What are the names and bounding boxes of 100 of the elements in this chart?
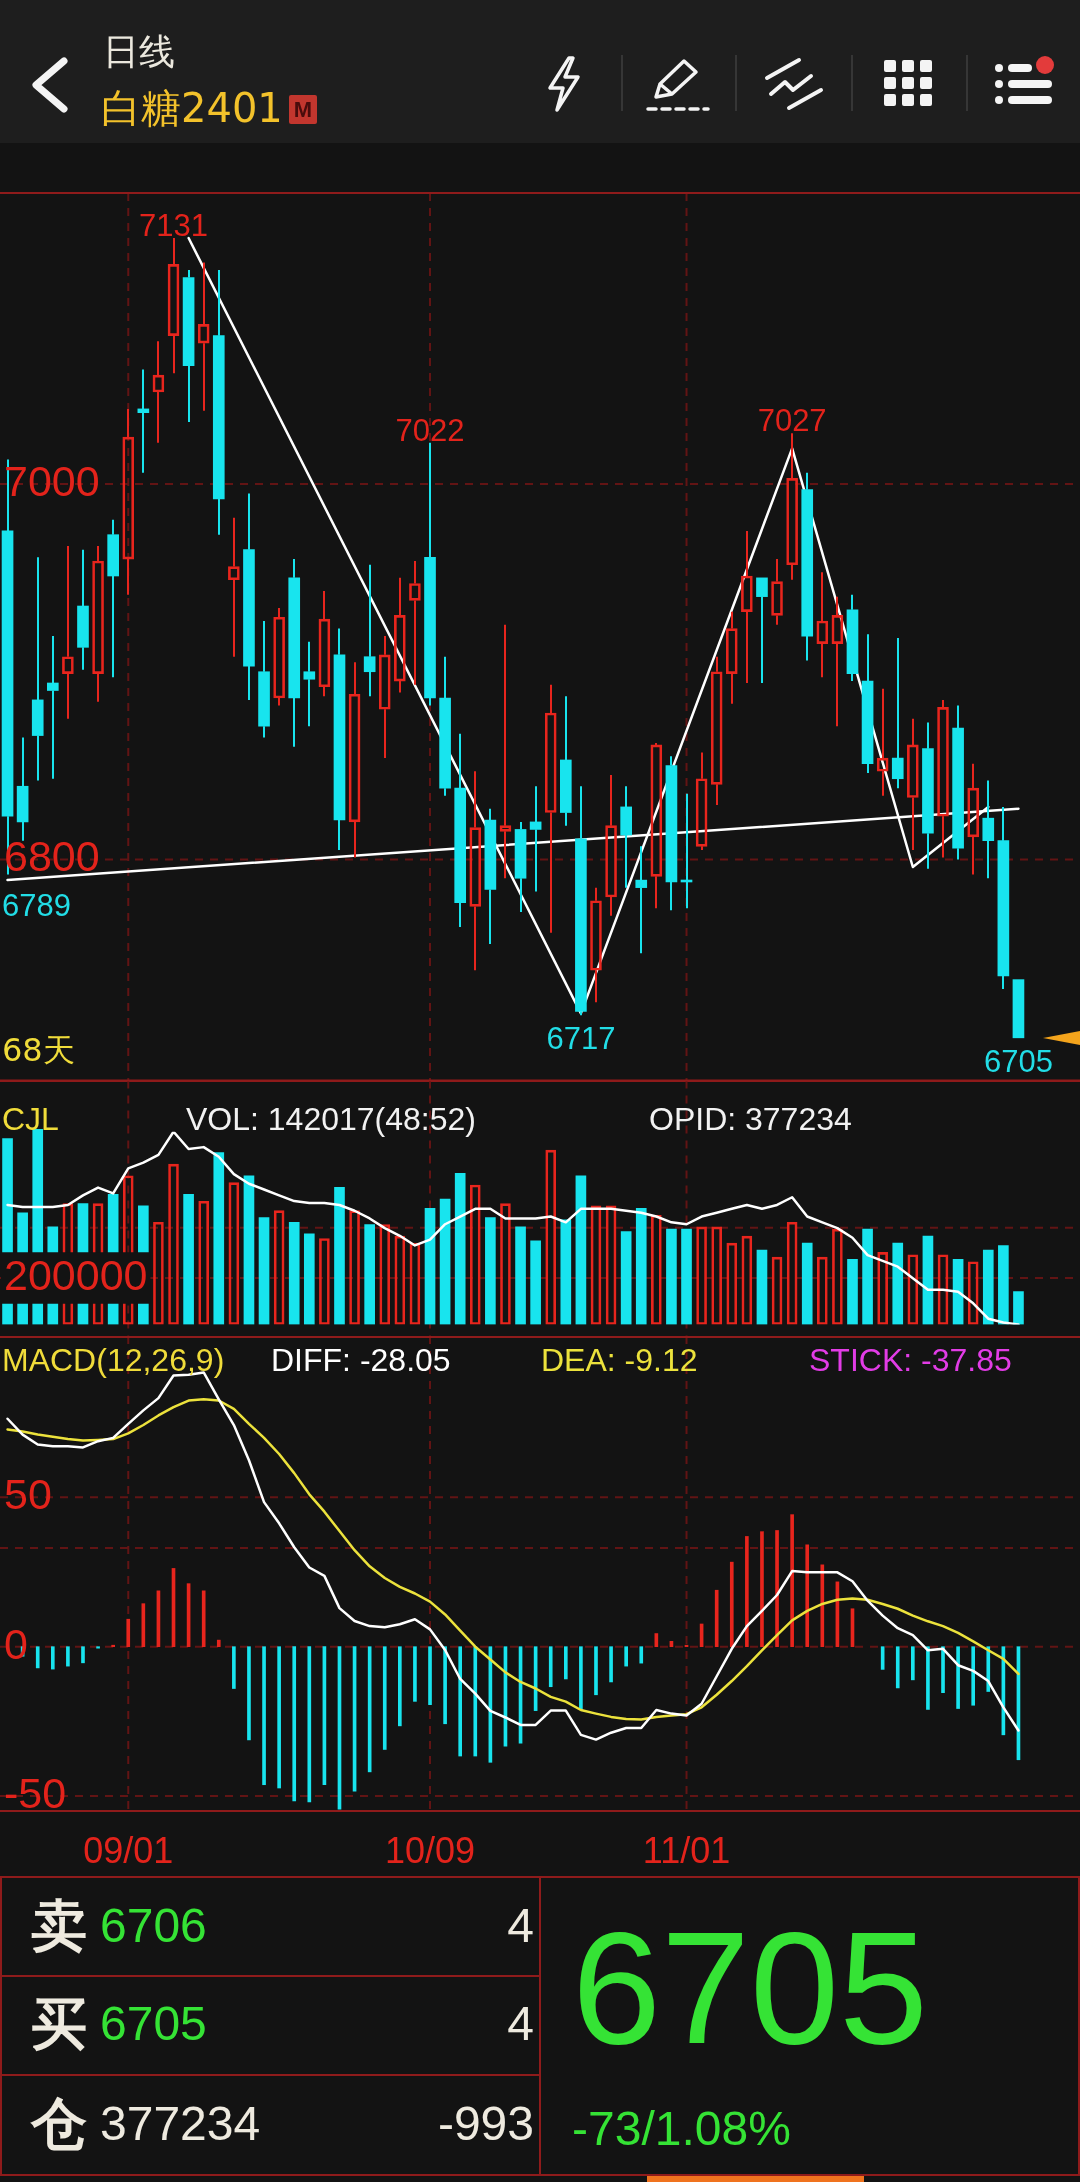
annotation: 68天	[2, 1031, 75, 1070]
bar	[801, 1242, 813, 1325]
text: DEA: -9.12	[541, 1341, 698, 1378]
candlestick	[243, 492, 255, 701]
annotation: 6705	[983, 1043, 1053, 1079]
bar	[620, 1231, 632, 1325]
bar	[862, 1228, 873, 1325]
text: 6705	[100, 1997, 207, 2050]
bar	[729, 1561, 734, 1648]
bar	[183, 1193, 194, 1325]
text: 仓	[31, 2091, 87, 2156]
candlestick	[665, 755, 678, 912]
bar	[998, 1245, 1009, 1325]
candlestick	[756, 577, 768, 684]
bar	[443, 1646, 447, 1725]
bar	[126, 1618, 131, 1648]
candlestick	[303, 640, 316, 728]
candlestick	[997, 805, 1010, 991]
bar	[201, 1590, 206, 1648]
bar	[262, 1646, 266, 1786]
bar	[50, 1646, 55, 1670]
y-tick-label: 200000	[4, 1250, 148, 1299]
bar	[515, 1226, 526, 1325]
candlestick	[424, 441, 436, 707]
bar	[35, 1646, 40, 1669]
bar	[548, 1646, 553, 1688]
bar	[364, 1224, 375, 1325]
bar	[334, 1187, 345, 1325]
text: 6706	[100, 1899, 207, 1952]
bar	[666, 1228, 677, 1325]
bar	[485, 1217, 496, 1325]
annotation: 7131	[139, 208, 208, 244]
candlestick	[922, 721, 934, 870]
bar	[609, 1646, 613, 1683]
text: -73/1.08%	[572, 2102, 791, 2155]
annotation: 7027	[757, 403, 827, 439]
bar	[428, 1646, 432, 1705]
bar	[96, 1646, 100, 1649]
candlestick	[333, 627, 346, 852]
candlestick	[861, 633, 874, 775]
candlestick	[891, 636, 904, 790]
bar	[941, 1646, 945, 1694]
bar	[760, 1531, 764, 1648]
annotation: VOL: 142017(48:52)	[186, 1100, 476, 1137]
chart-title: MACD(12,26,9)	[2, 1341, 225, 1378]
chart-subtitle: 日线	[103, 31, 175, 72]
bar	[243, 1175, 255, 1325]
x-tick-label: 11/01	[642, 1829, 731, 1871]
bar	[805, 1544, 810, 1648]
bar	[232, 1646, 236, 1689]
bar	[288, 1221, 300, 1325]
bar	[926, 1646, 930, 1710]
candlestick	[559, 695, 572, 827]
text: -993	[437, 2097, 534, 2150]
bar	[847, 1259, 858, 1325]
bar	[1013, 1291, 1024, 1325]
bar	[258, 1217, 270, 1325]
bar	[820, 1564, 825, 1648]
bar	[911, 1646, 915, 1681]
bar	[563, 1646, 568, 1680]
bar	[895, 1646, 900, 1689]
bar	[575, 1175, 587, 1325]
bar	[213, 1152, 225, 1325]
bar	[756, 1249, 768, 1325]
candlestick	[529, 785, 542, 893]
candlestick	[258, 620, 270, 739]
candlestick	[635, 845, 648, 955]
text: 4	[507, 1899, 534, 1952]
bar	[635, 1207, 647, 1325]
candlestick	[846, 593, 859, 683]
bar	[971, 1646, 976, 1706]
bar	[398, 1646, 402, 1727]
bar	[292, 1646, 297, 1802]
candlestick	[212, 268, 225, 536]
candlestick	[454, 732, 467, 929]
bar	[458, 1646, 463, 1757]
bar	[714, 1589, 719, 1648]
annotation: 6717	[546, 1021, 616, 1057]
candlestick	[107, 518, 119, 679]
annotation: 7022	[395, 412, 465, 448]
bar	[307, 1646, 312, 1803]
bar	[216, 1639, 221, 1648]
y-tick-label: 0	[4, 1619, 28, 1668]
candlestick	[16, 736, 29, 842]
candlestick	[620, 785, 632, 889]
bar	[579, 1646, 583, 1710]
text: 6705	[572, 1898, 928, 2077]
candlestick	[982, 779, 995, 880]
bar	[111, 1644, 115, 1648]
candlestick	[484, 807, 497, 945]
bar	[424, 1207, 436, 1325]
candlestick	[77, 548, 89, 671]
candlestick	[31, 556, 44, 782]
candlestick	[439, 655, 451, 797]
bar	[560, 1219, 572, 1325]
candlestick	[288, 558, 301, 748]
y-tick-label: -50	[4, 1768, 67, 1817]
candlestick	[575, 785, 587, 1017]
candlestick	[46, 635, 59, 780]
text: M	[289, 95, 317, 124]
